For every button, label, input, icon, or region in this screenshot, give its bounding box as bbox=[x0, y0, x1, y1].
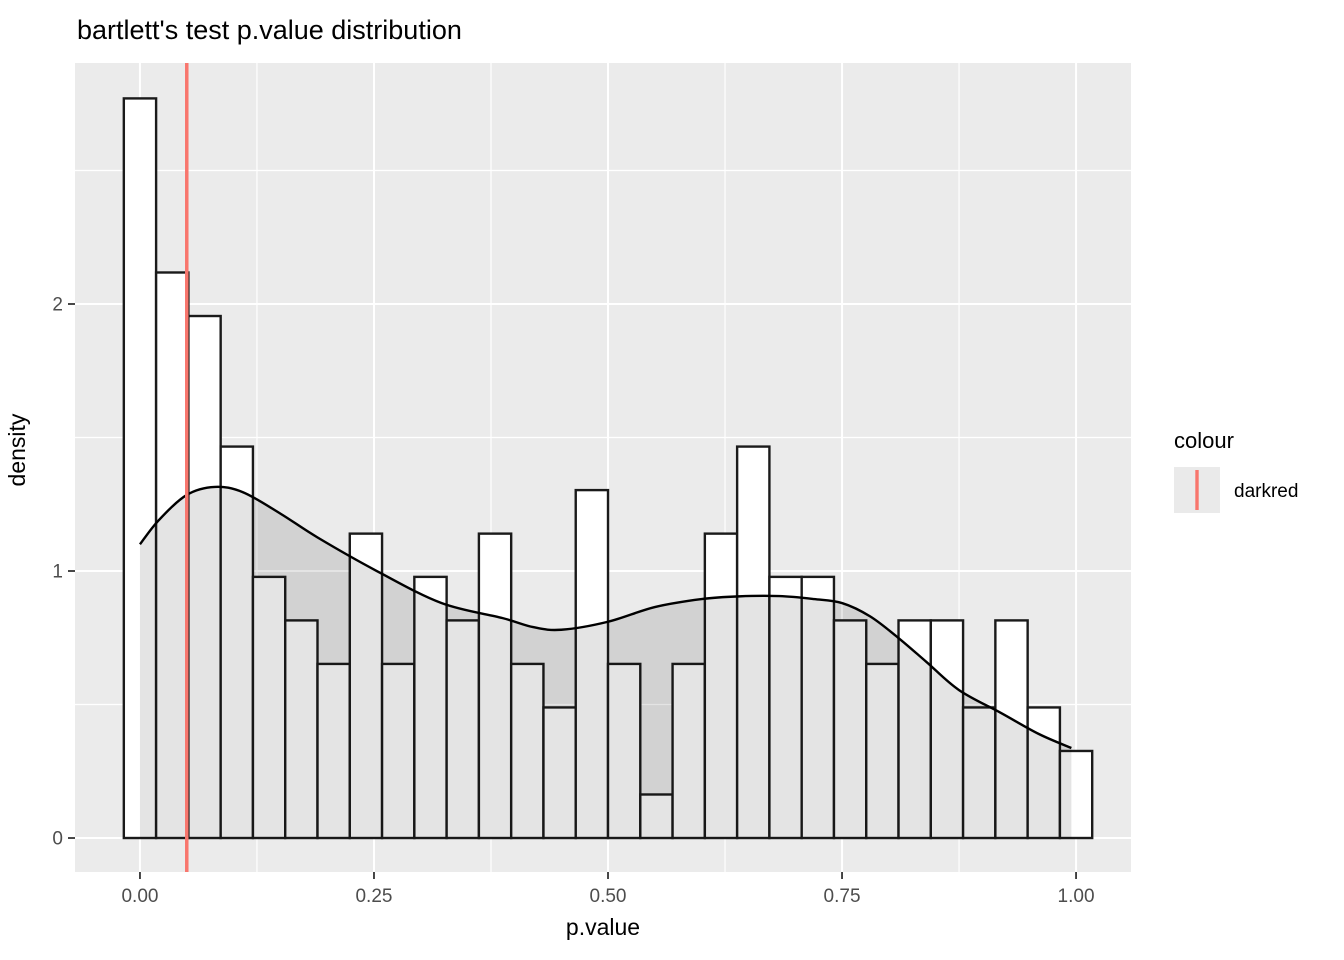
x-axis-ticks bbox=[139, 872, 1077, 879]
histogram-bar bbox=[380, 662, 416, 840]
histogram-bar bbox=[542, 706, 577, 840]
density-area bbox=[139, 486, 1072, 839]
histogram-bar bbox=[219, 445, 255, 840]
x-tick-label: 0.75 bbox=[824, 886, 861, 907]
histogram-bar bbox=[735, 445, 771, 840]
histogram-bar bbox=[509, 662, 545, 840]
page-title: bartlett's test p.value distribution bbox=[77, 15, 462, 45]
histogram-bar bbox=[832, 619, 868, 840]
y-axis-tick-labels: 0 1 2 bbox=[52, 294, 63, 849]
x-tick-label: 1.00 bbox=[1058, 886, 1095, 907]
histogram-bar bbox=[994, 619, 1029, 840]
histogram-bar bbox=[445, 619, 481, 840]
x-tick-label: 0.25 bbox=[355, 886, 392, 907]
histogram-bar bbox=[477, 532, 513, 840]
histogram-bar bbox=[574, 488, 610, 840]
histogram-bar bbox=[284, 619, 319, 840]
histogram-bar bbox=[348, 532, 384, 840]
histogram-bar bbox=[865, 662, 900, 840]
histogram-bar bbox=[703, 532, 739, 840]
density-curve bbox=[139, 485, 1072, 750]
legend-label: darkred bbox=[1234, 481, 1298, 502]
x-tick-label: 0.00 bbox=[121, 886, 158, 907]
histogram-bar bbox=[929, 619, 965, 840]
y-axis-ticks bbox=[68, 303, 75, 839]
histogram-bar bbox=[606, 662, 642, 840]
x-axis-tick-labels: 0.00 0.25 0.50 0.75 1.00 bbox=[121, 886, 1094, 907]
histogram-bar bbox=[961, 706, 997, 840]
y-axis-title: density bbox=[4, 413, 30, 486]
histogram-bar bbox=[800, 575, 836, 840]
histogram-bar bbox=[187, 314, 222, 840]
histogram-bars bbox=[122, 97, 1094, 840]
histogram-bar bbox=[413, 575, 448, 840]
legend-title: colour bbox=[1174, 428, 1234, 453]
histogram-bar bbox=[768, 575, 803, 840]
histogram-bar bbox=[1058, 749, 1094, 840]
histogram-bar bbox=[251, 575, 287, 840]
y-tick-label: 1 bbox=[52, 562, 63, 583]
x-axis-title: p.value bbox=[566, 914, 640, 940]
y-tick-label: 2 bbox=[52, 294, 63, 315]
x-tick-label: 0.50 bbox=[590, 886, 627, 907]
histogram-bar bbox=[639, 793, 674, 840]
legend: colour darkred bbox=[1174, 428, 1298, 513]
y-tick-label: 0 bbox=[52, 829, 63, 850]
